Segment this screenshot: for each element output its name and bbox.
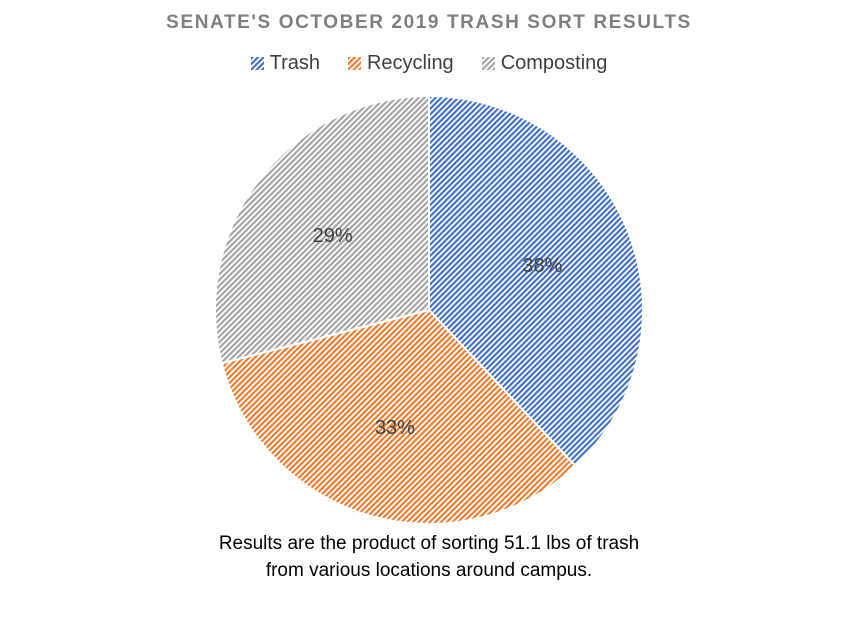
pie-slice-composting <box>214 94 430 365</box>
legend-label-recycling: Recycling <box>366 52 454 74</box>
legend-label-composting: Composting <box>500 52 608 74</box>
legend-swatch-trash <box>250 57 264 70</box>
legend-label-trash: Trash <box>269 52 320 74</box>
data-label-composting: 29% <box>313 225 353 247</box>
data-label-trash: 38% <box>522 255 562 277</box>
pie-slice-trash <box>428 94 644 468</box>
legend-item-recycling: Recycling <box>347 52 454 75</box>
legend: Trash Recycling Composting <box>0 52 858 75</box>
legend-swatch-recycling <box>347 57 361 70</box>
pie-data-labels: 38% 33% 29% <box>313 225 563 439</box>
pie-slices <box>214 94 644 525</box>
data-label-recycling: 33% <box>375 417 415 439</box>
chart-title: SENATE'S OCTOBER 2019 TRASH SORT RESULTS <box>166 12 692 33</box>
caption-line-2: from various locations around campus. <box>265 560 593 581</box>
pie-slice-recycling <box>220 308 577 525</box>
legend-swatch-composting <box>481 57 495 70</box>
legend-item-trash: Trash <box>250 52 320 75</box>
caption-line-1: Results are the product of sorting 51.1 … <box>218 533 640 554</box>
chart-caption: Results are the product of sorting 51.1 … <box>0 530 858 584</box>
legend-item-composting: Composting <box>481 52 608 75</box>
